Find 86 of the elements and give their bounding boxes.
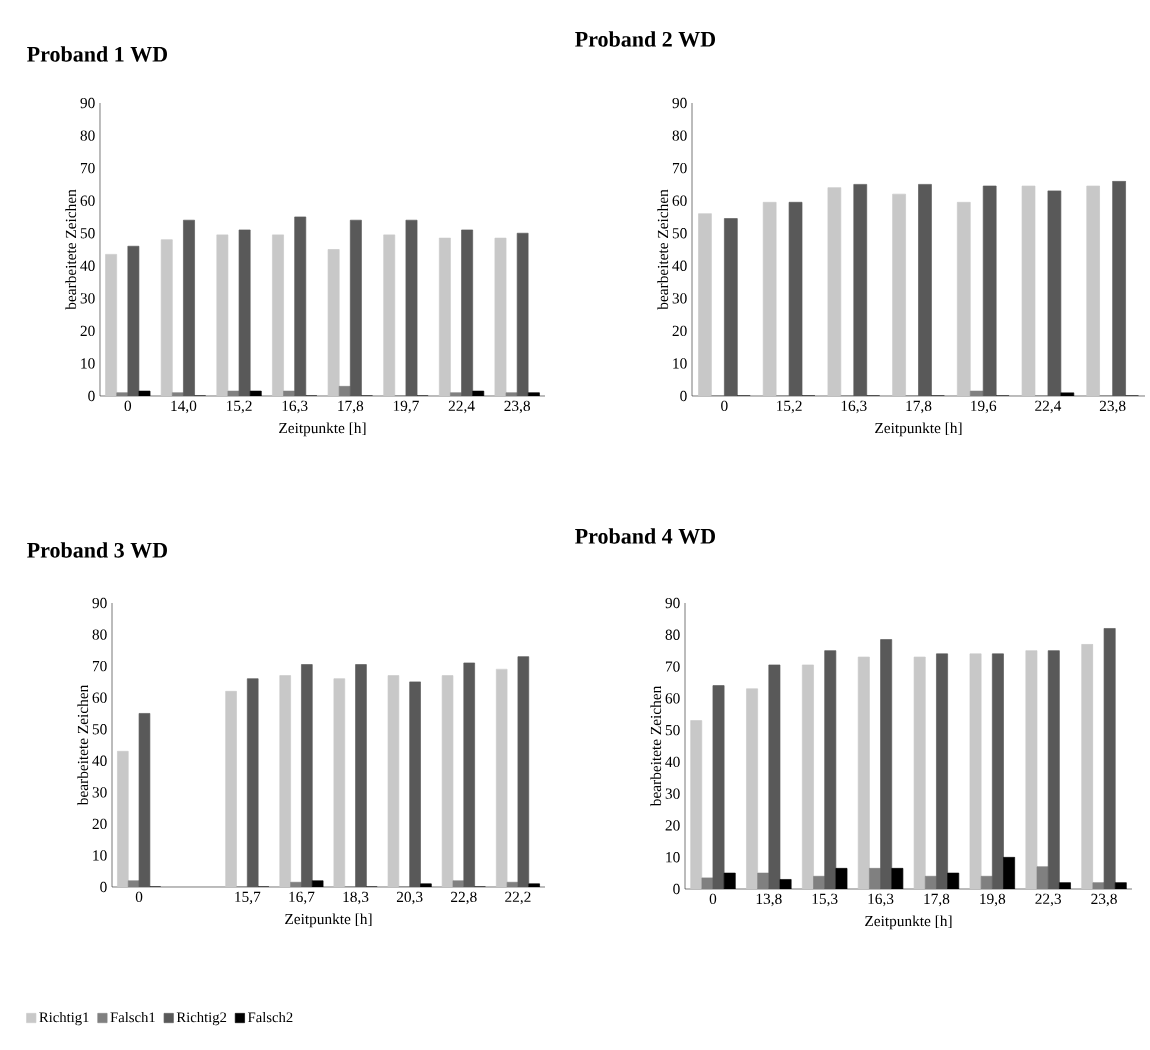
y-tick-label: 10 (81, 358, 95, 369)
y-tick-label: 40 (672, 260, 687, 271)
x-tick-label: 0 (124, 400, 132, 412)
x-tick-label: 13,8 (756, 893, 782, 907)
x-tick-label: 19,7 (393, 400, 419, 414)
x-tick-label: 16,7 (289, 891, 315, 905)
legend-label: Falsch2 (247, 1011, 293, 1023)
y-tick-label: 50 (80, 228, 95, 239)
y-tick-label: 20 (80, 325, 95, 337)
x-axis-title: Zeitpunkte [h] (865, 915, 952, 930)
chart-title: Proband 3 WD (27, 542, 167, 558)
y-axis-title: bearbeitete Zeichen (65, 189, 77, 310)
x-tick-label: 20,3 (396, 891, 423, 905)
chart-title: Proband 4 WD (575, 528, 715, 544)
x-tick-label: 22,3 (1035, 893, 1062, 907)
y-tick-label: 70 (672, 162, 687, 174)
y-tick-label: 40 (92, 755, 107, 766)
x-tick-label: 16,3 (841, 400, 867, 414)
legend-label: Falsch1 (110, 1011, 155, 1023)
x-tick-label: 18,3 (343, 891, 369, 905)
y-tick-label: 80 (80, 130, 95, 141)
x-tick-label: 15,2 (226, 400, 252, 414)
y-tick-label: 90 (665, 597, 680, 609)
y-tick-label: 0 (673, 883, 680, 895)
x-tick-label: 23,8 (1091, 893, 1117, 907)
x-tick-label: 22,4 (448, 400, 475, 414)
x-tick-label: 16,3 (868, 893, 894, 907)
legend-label: Richtig1 (39, 1011, 89, 1026)
x-axis-title: Zeitpunkte [h] (279, 422, 366, 437)
y-tick-label: 70 (80, 162, 95, 174)
x-tick-label: 22,2 (505, 891, 531, 905)
y-tick-label: 0 (680, 390, 687, 402)
x-tick-label: 23,8 (1099, 400, 1126, 414)
y-tick-label: 30 (672, 293, 687, 304)
x-tick-label: 17,8 (924, 893, 950, 907)
y-axis-title: bearbeitete Zeichen (77, 684, 89, 806)
x-tick-label: 23,8 (504, 400, 531, 414)
y-tick-label: 20 (665, 820, 680, 831)
y-tick-label: 70 (92, 660, 107, 672)
y-tick-label: 10 (93, 850, 107, 861)
legend-label: Richtig2 (176, 1011, 227, 1026)
x-tick-label: 0 (721, 400, 728, 412)
y-tick-label: 30 (665, 788, 680, 799)
y-tick-label: 50 (672, 228, 687, 239)
x-tick-label: 19,6 (971, 400, 997, 414)
x-tick-label: 17,8 (906, 400, 932, 414)
y-tick-label: 80 (92, 629, 107, 640)
y-tick-label: 0 (100, 881, 107, 893)
y-tick-label: 10 (666, 852, 680, 863)
x-tick-label: 22,8 (451, 891, 477, 905)
y-tick-label: 90 (80, 97, 95, 109)
chart-title: Proband 1 WD (27, 46, 167, 62)
y-tick-label: 10 (673, 358, 687, 369)
y-tick-label: 0 (88, 390, 95, 402)
x-tick-label: 19,8 (980, 893, 1006, 907)
chart-title: Proband 2 WD (575, 31, 716, 47)
y-axis-title: bearbeitete Zeichen (650, 685, 662, 807)
x-tick-label: 17,8 (338, 400, 364, 414)
x-axis-title: Zeitpunkte [h] (875, 422, 962, 437)
x-tick-label: 14,0 (171, 400, 197, 414)
y-tick-label: 20 (672, 325, 687, 337)
y-axis-title: bearbeitete Zeichen (657, 189, 669, 310)
y-tick-label: 60 (80, 195, 95, 206)
y-tick-label: 60 (92, 692, 107, 703)
y-tick-label: 50 (92, 724, 107, 735)
x-tick-label: 15,3 (812, 893, 838, 907)
y-tick-label: 60 (672, 195, 687, 206)
y-tick-label: 50 (665, 724, 680, 736)
x-tick-label: 15,7 (235, 891, 261, 905)
x-tick-label: 15,2 (777, 400, 802, 414)
y-tick-label: 90 (672, 97, 687, 109)
y-tick-label: 30 (92, 787, 107, 798)
y-tick-label: 40 (665, 756, 680, 768)
x-tick-label: 16,3 (282, 400, 308, 414)
x-tick-label: 0 (709, 893, 717, 905)
x-tick-label: 0 (135, 891, 143, 903)
y-tick-label: 70 (665, 661, 680, 672)
y-tick-label: 20 (92, 818, 107, 830)
y-tick-label: 80 (665, 629, 680, 640)
y-tick-label: 40 (80, 260, 95, 271)
y-tick-label: 30 (80, 293, 95, 304)
x-tick-label: 22,4 (1035, 400, 1062, 414)
x-axis-title: Zeitpunkte [h] (285, 913, 372, 928)
y-tick-label: 90 (92, 597, 107, 609)
y-tick-label: 80 (672, 130, 687, 141)
y-tick-label: 60 (665, 693, 680, 704)
